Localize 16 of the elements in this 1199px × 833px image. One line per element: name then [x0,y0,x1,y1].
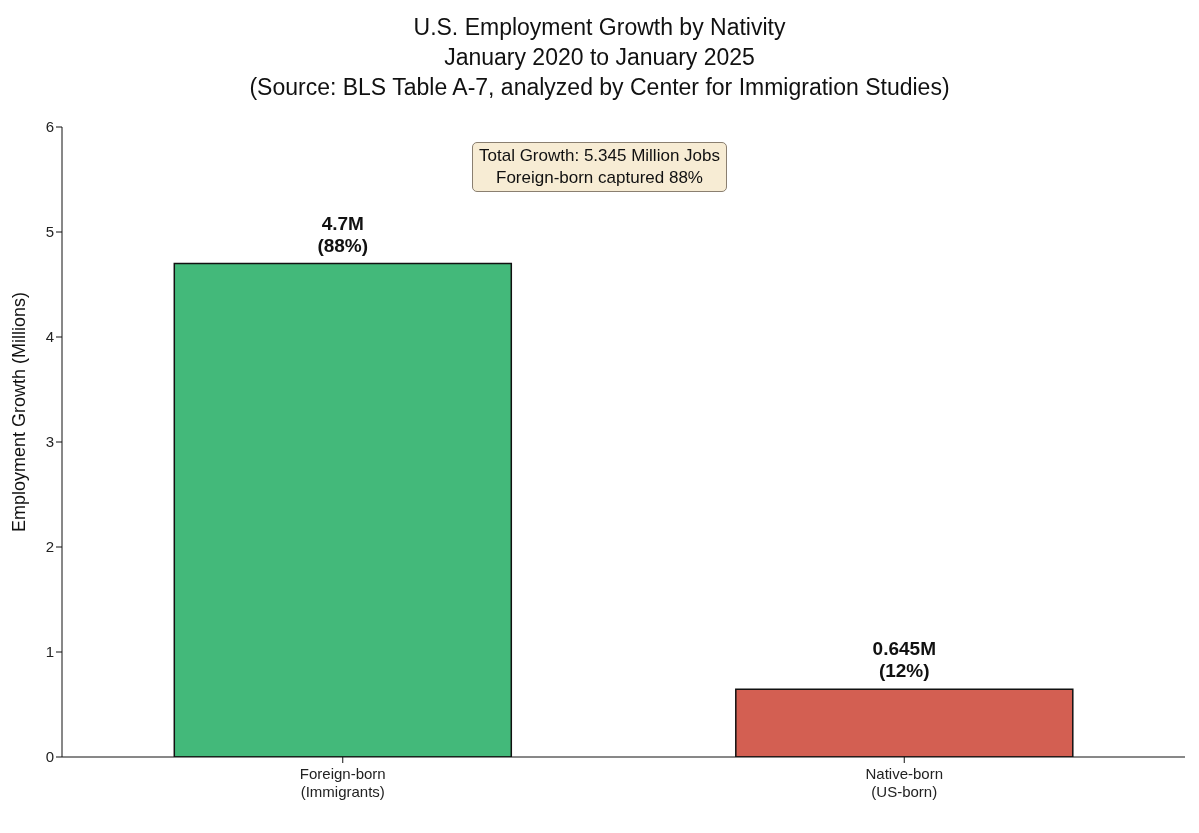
y-tick-label: 0 [45,748,54,766]
annotation: (88%) [317,234,369,256]
x-tick-label: Native-born (US-born) [865,765,944,800]
y-tick-label: 2 [45,538,54,556]
y-axis-title: Employment Growth (Millions) [9,291,30,532]
annotation: Total Growth: 5.345 Million Jobs Foreign-born captured 88% [479,145,720,189]
chart-title: U.S. Employment Growth by Nativity January 2020 to January 2025 (Source: BLS Table A-7, analyzed by Center for Immigration Studies) [248,13,951,102]
y-tick-label: 4 [45,328,54,346]
y-tick-label: 5 [45,223,54,241]
annotation: (12%) [878,660,930,682]
data-label: 0.645M [872,638,936,660]
y-tick-label: 3 [45,433,54,451]
y-tick-label: 1 [45,643,54,661]
data-label: 4.7M [321,212,364,234]
y-tick-label: 6 [45,118,54,136]
x-tick-label: Foreign-born (Immigrants) [299,765,386,800]
